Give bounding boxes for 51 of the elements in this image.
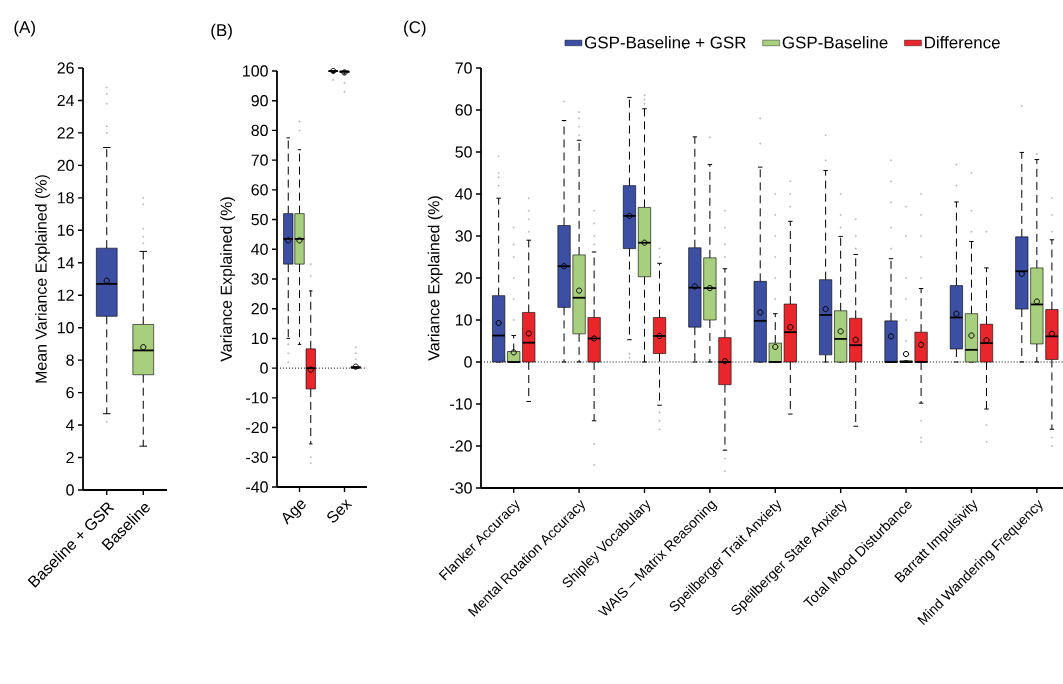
chart-title: (B) xyxy=(211,23,232,40)
legend-label: GSP-Baseline + GSR xyxy=(585,36,746,49)
y-tick-label: -10 xyxy=(246,392,268,404)
y-tick-label: 30 xyxy=(251,273,268,285)
y-tick-label: 10 xyxy=(251,332,268,345)
y-tick-label: 80 xyxy=(251,124,268,137)
y-tick-label: 40 xyxy=(455,188,472,200)
y-tick-label: 90 xyxy=(251,95,268,107)
y-tick-label: 0 xyxy=(66,484,74,496)
y-tick-label: 26 xyxy=(57,62,74,74)
y-tick-label: 60 xyxy=(251,184,268,196)
y-tick-label: 4 xyxy=(65,419,75,431)
y-tick-label: 0 xyxy=(464,356,472,368)
y-tick-label: 14 xyxy=(57,257,74,269)
y-tick-label: 18 xyxy=(57,192,74,204)
chart-title: (C) xyxy=(404,20,426,37)
y-axis-title: Variance Explained (%) xyxy=(220,197,236,362)
legend-label: Difference xyxy=(925,36,1000,49)
y-tick-label: 20 xyxy=(455,272,472,284)
y-tick-label: 2 xyxy=(66,451,74,464)
y-tick-label: 50 xyxy=(455,146,472,158)
y-tick-label: 22 xyxy=(57,127,74,139)
y-tick-label: -30 xyxy=(246,451,268,463)
y-tick-label: 30 xyxy=(455,230,472,242)
y-tick-label: -20 xyxy=(450,440,472,452)
y-tick-label: 40 xyxy=(251,243,268,255)
y-tick-label: -30 xyxy=(450,482,472,494)
y-tick-label: 6 xyxy=(66,386,74,399)
y-tick-label: 70 xyxy=(455,62,472,74)
y-tick-label: 8 xyxy=(66,354,74,366)
y-tick-label: 70 xyxy=(251,154,268,166)
y-tick-label: -40 xyxy=(246,481,268,493)
y-tick-label: 16 xyxy=(57,224,74,236)
y-axis-title: Mean Variance Explained (%) xyxy=(35,175,50,383)
x-tick-label: Sex xyxy=(327,499,353,523)
y-tick-label: 12 xyxy=(57,289,74,301)
y-tick-label: 24 xyxy=(57,94,74,107)
y-tick-label: 10 xyxy=(455,314,472,326)
y-tick-label: -10 xyxy=(450,398,472,410)
y-tick-label: 100 xyxy=(243,65,268,77)
y-tick-label: 0 xyxy=(260,362,268,374)
y-tick-label: -20 xyxy=(246,421,268,434)
x-tick-label: Age xyxy=(282,500,306,525)
y-tick-label: 20 xyxy=(251,303,268,315)
y-tick-label: 60 xyxy=(455,104,472,116)
legend-label: GSP-Baseline xyxy=(782,36,888,49)
y-axis-title: Variance Explained (%) xyxy=(427,196,443,361)
chart-title: (A) xyxy=(14,20,35,37)
y-tick-label: 20 xyxy=(57,159,74,172)
y-tick-label: 50 xyxy=(251,213,268,226)
y-tick-label: 10 xyxy=(57,322,74,334)
